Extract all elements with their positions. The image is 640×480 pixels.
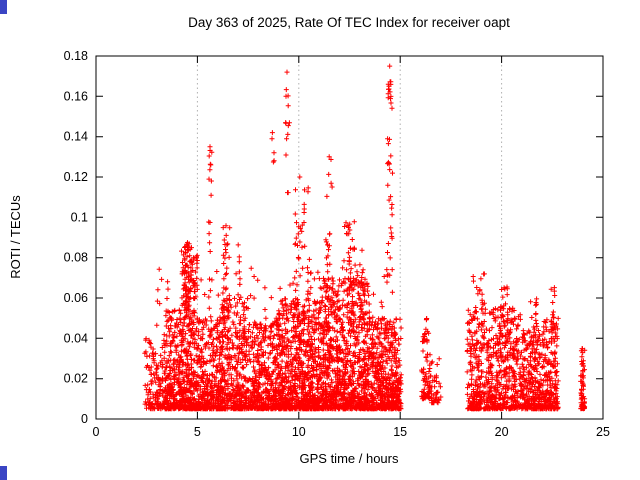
y-tick-label: 0.02: [64, 372, 88, 386]
y-tick-label: 0.08: [64, 251, 88, 265]
y-tick-label: 0.12: [64, 170, 88, 184]
x-tick-label: 10: [292, 425, 306, 439]
x-tick-labels: 0 5 10 15 20 25: [93, 425, 610, 439]
y-tick-label: 0.14: [64, 130, 88, 144]
y-tick-labels: 0 0.02 0.04 0.06 0.08 0.1 0.12 0.14 0.16 0.18: [64, 49, 88, 426]
window-edge-accent-bottom: [0, 466, 7, 480]
y-axis-label: ROTI / TECUs: [8, 195, 23, 279]
y-tick-label: 0.06: [64, 291, 88, 305]
scatter-plus-markers: [142, 63, 588, 412]
y-tick-label: 0: [81, 412, 88, 426]
window-edge-accent-top: [0, 0, 7, 14]
y-tick-label: 0.04: [64, 331, 88, 345]
x-tick-label: 20: [495, 425, 509, 439]
data-points: [142, 63, 588, 412]
grid-lines: [196, 56, 503, 419]
y-tick-label: 0.16: [64, 89, 88, 103]
x-axis-label: GPS time / hours: [300, 451, 399, 466]
x-tick-label: 5: [194, 425, 201, 439]
plot-border: [95, 55, 604, 420]
axis-ticks: [95, 55, 604, 420]
x-tick-label: 15: [393, 425, 407, 439]
y-tick-label: 0.1: [71, 210, 88, 224]
x-tick-label: 25: [596, 425, 610, 439]
x-tick-label: 0: [93, 425, 100, 439]
y-tick-label: 0.18: [64, 49, 88, 63]
tick-marks: [95, 55, 604, 420]
chart-title: Day 363 of 2025, Rate Of TEC Index for r…: [188, 15, 510, 30]
